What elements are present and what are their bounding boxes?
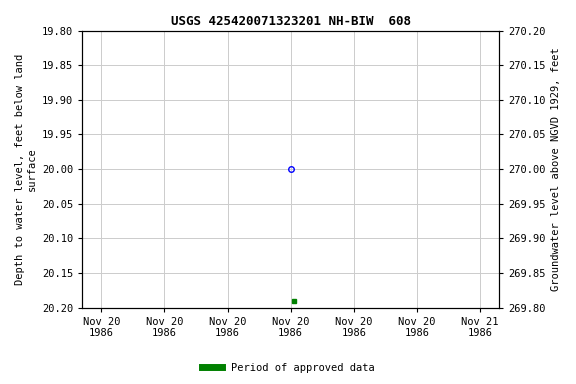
Legend: Period of approved data: Period of approved data <box>198 359 378 377</box>
Y-axis label: Groundwater level above NGVD 1929, feet: Groundwater level above NGVD 1929, feet <box>551 47 561 291</box>
Y-axis label: Depth to water level, feet below land
surface: Depth to water level, feet below land su… <box>15 53 37 285</box>
Title: USGS 425420071323201 NH-BIW  608: USGS 425420071323201 NH-BIW 608 <box>170 15 411 28</box>
